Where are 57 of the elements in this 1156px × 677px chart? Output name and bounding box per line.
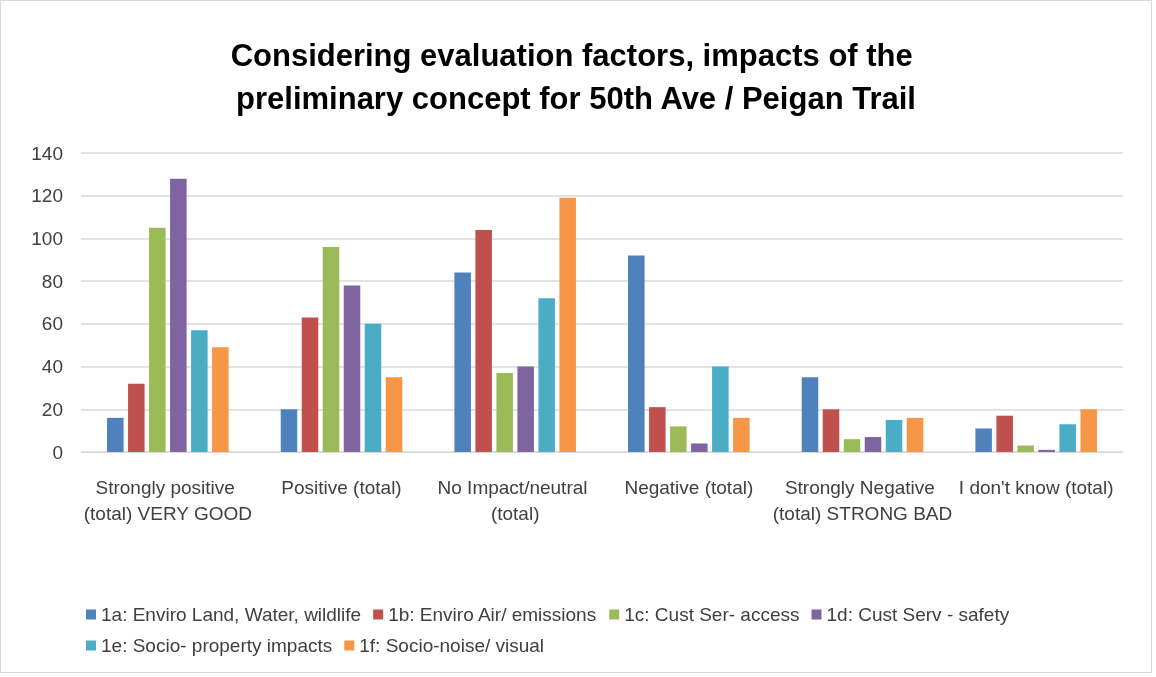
bar <box>385 377 403 452</box>
bar <box>996 415 1013 452</box>
bar <box>843 439 861 452</box>
x-tick-label: Positive (total) <box>281 476 402 498</box>
y-tick-label: 0 <box>52 441 63 463</box>
bar <box>496 372 513 452</box>
legend-label: 1f: Socio-noise/ visual <box>359 635 545 656</box>
legend-label: 1c: Cust Ser- access <box>624 604 800 625</box>
bar <box>822 409 840 452</box>
y-tick-label: 20 <box>41 398 63 420</box>
bar <box>975 428 992 452</box>
bar <box>712 366 729 452</box>
bar <box>1017 445 1034 452</box>
chart-title: Considering evaluation factors, impacts of the preliminary concept for 50th Ave / Peigan Trail <box>230 38 922 116</box>
bar <box>885 419 903 452</box>
bar <box>1059 424 1076 452</box>
bar <box>280 409 298 452</box>
x-tick-label: Strongly Negative (total) STRONG BAD <box>772 476 953 524</box>
bar <box>670 426 687 452</box>
bar <box>454 272 471 452</box>
bar <box>343 285 361 452</box>
legend-label: 1e: Socio- property impacts <box>101 635 333 656</box>
bar <box>212 347 229 452</box>
bar <box>538 298 555 452</box>
y-tick-label: 80 <box>41 270 63 292</box>
bar <box>322 246 340 452</box>
bar <box>301 317 319 452</box>
bar <box>649 407 666 452</box>
x-tick-label: I don't know (total) <box>958 476 1114 498</box>
y-tick-label: 120 <box>31 185 63 207</box>
bar <box>864 437 882 452</box>
legend-label: 1b: Enviro Air/ emissions <box>388 604 597 625</box>
bar <box>559 197 576 452</box>
legend-label: 1d: Cust Serv - safety <box>826 604 1010 625</box>
bar <box>691 443 708 452</box>
y-tick-label: 100 <box>31 227 63 249</box>
bar <box>149 227 166 452</box>
bar <box>733 417 750 452</box>
x-tick-label: No Impact/neutral (total) <box>437 476 593 524</box>
bar <box>1038 449 1055 452</box>
bar <box>517 366 534 452</box>
bar <box>107 417 124 452</box>
y-tick-label: 40 <box>41 356 63 378</box>
bar <box>906 417 924 452</box>
bar <box>628 255 645 452</box>
y-tick-label: 60 <box>41 313 63 335</box>
bar <box>1080 409 1097 452</box>
x-tick-label: Negative (total) <box>624 476 754 498</box>
bar <box>364 323 382 452</box>
bar <box>475 229 492 452</box>
bar <box>801 377 819 452</box>
bar <box>170 178 187 452</box>
bar <box>128 383 145 452</box>
legend-label: 1a: Enviro Land, Water, wildlife <box>101 604 362 625</box>
x-tick-label: Strongly positive (total) VERY GOOD <box>83 476 252 524</box>
y-tick-label: 140 <box>31 142 63 164</box>
bar <box>191 330 208 452</box>
